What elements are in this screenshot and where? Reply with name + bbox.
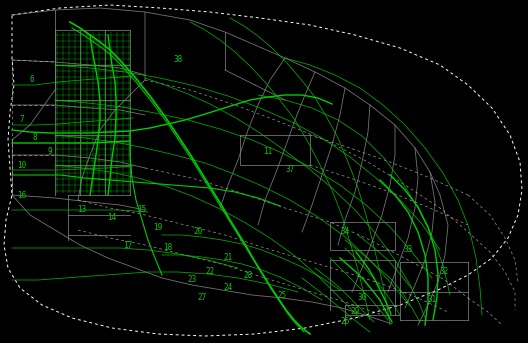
Text: 28: 28 — [243, 271, 252, 280]
Text: 38: 38 — [173, 56, 183, 64]
Text: 21: 21 — [223, 253, 233, 262]
Text: 30: 30 — [357, 294, 366, 303]
Text: 18: 18 — [163, 244, 173, 252]
Text: 27: 27 — [197, 294, 206, 303]
Text: 13: 13 — [78, 205, 87, 214]
Text: 24: 24 — [223, 284, 233, 293]
Text: 26: 26 — [341, 318, 350, 327]
Text: 16: 16 — [17, 190, 26, 200]
Text: 34: 34 — [341, 227, 350, 237]
Text: 37: 37 — [285, 166, 295, 175]
Text: 23: 23 — [187, 275, 196, 284]
Text: 6: 6 — [30, 75, 34, 84]
Text: 20: 20 — [193, 227, 203, 237]
Text: 7: 7 — [20, 116, 24, 125]
Text: 10: 10 — [17, 161, 26, 169]
Text: 15: 15 — [137, 205, 147, 214]
Text: 14: 14 — [107, 213, 117, 223]
Text: 22: 22 — [205, 268, 214, 276]
Text: 11: 11 — [263, 147, 272, 156]
Text: 32: 32 — [439, 268, 449, 276]
Text: 31: 31 — [427, 296, 437, 305]
Text: 33: 33 — [403, 246, 412, 255]
Text: 19: 19 — [153, 224, 163, 233]
Text: 17: 17 — [124, 240, 133, 249]
Text: 9: 9 — [48, 147, 52, 156]
Text: 25: 25 — [277, 291, 287, 299]
Text: 29: 29 — [351, 308, 360, 317]
Text: 8: 8 — [33, 133, 37, 142]
